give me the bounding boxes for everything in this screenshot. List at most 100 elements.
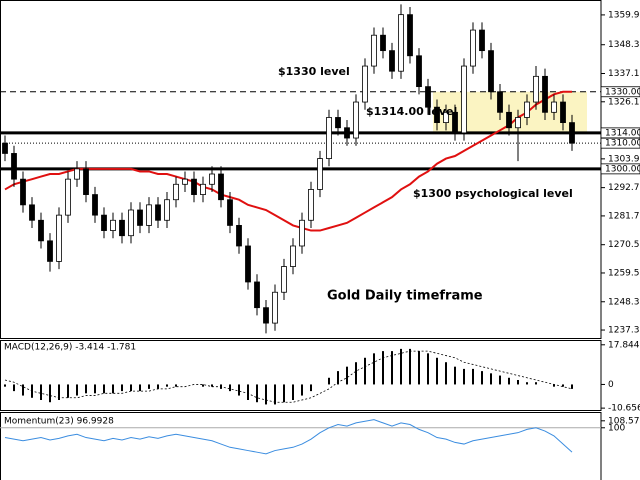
candle-body bbox=[56, 214, 62, 262]
candle-body bbox=[155, 204, 161, 221]
candle-body bbox=[443, 111, 449, 124]
histogram-bar bbox=[13, 384, 15, 392]
histogram-bar bbox=[49, 384, 51, 403]
candle-body bbox=[407, 14, 413, 57]
histogram-bar bbox=[454, 366, 456, 385]
histogram-bar bbox=[553, 384, 555, 387]
candle-body bbox=[236, 225, 242, 247]
candle-body bbox=[344, 127, 350, 139]
histogram-bar bbox=[382, 351, 384, 385]
candle-body bbox=[362, 65, 368, 103]
panel-frame bbox=[0, 412, 602, 480]
candle-body bbox=[11, 153, 17, 180]
level-label-box bbox=[600, 86, 640, 98]
panel-frame bbox=[0, 340, 602, 411]
histogram-bar bbox=[562, 384, 564, 387]
annotation: $1314.00 level bbox=[366, 105, 457, 118]
y-tick-label: 1259.50 bbox=[608, 268, 640, 278]
y-tick-label: 1237.30 bbox=[608, 326, 640, 336]
level-label: 1330.00 bbox=[605, 87, 640, 97]
candle-body bbox=[2, 142, 8, 154]
histogram-bar bbox=[337, 371, 339, 385]
histogram-bar bbox=[166, 384, 168, 387]
candle-body bbox=[263, 307, 269, 324]
histogram-bar bbox=[67, 384, 69, 398]
histogram-bar bbox=[526, 382, 528, 385]
y-tick-label: 1348.30 bbox=[608, 40, 640, 50]
histogram-bar bbox=[103, 384, 105, 394]
candle-body bbox=[326, 117, 332, 159]
candle-body bbox=[299, 219, 305, 247]
histogram-bar bbox=[328, 377, 330, 385]
histogram-bar bbox=[283, 384, 285, 403]
candle-body bbox=[389, 50, 395, 72]
y-tick-label: 0 bbox=[608, 380, 614, 390]
candle-body bbox=[488, 50, 494, 93]
candle-body bbox=[515, 117, 521, 129]
histogram-bar bbox=[445, 362, 447, 385]
histogram-bar bbox=[265, 384, 267, 405]
histogram-bar bbox=[346, 366, 348, 385]
candle-body bbox=[551, 101, 557, 113]
candle-body bbox=[173, 183, 179, 201]
candle-body bbox=[38, 219, 44, 242]
candle-body bbox=[92, 194, 98, 216]
level-label-box bbox=[600, 137, 640, 149]
candle-body bbox=[191, 178, 197, 195]
histogram-bar bbox=[310, 384, 312, 392]
histogram-bar bbox=[472, 368, 474, 385]
histogram-bar bbox=[463, 368, 465, 385]
histogram-bar bbox=[4, 384, 6, 387]
histogram-bar bbox=[148, 384, 150, 389]
histogram-bar bbox=[76, 384, 78, 396]
histogram-bar bbox=[247, 384, 249, 400]
level-label: 1314.00 bbox=[605, 128, 640, 138]
candle-body bbox=[245, 245, 251, 283]
candle-body bbox=[542, 75, 548, 113]
level-label: 1310.00 bbox=[605, 139, 640, 149]
annotation: $1330 level bbox=[278, 65, 350, 78]
histogram-bar bbox=[355, 362, 357, 385]
histogram-bar bbox=[499, 375, 501, 385]
histogram-bar bbox=[175, 384, 177, 387]
panel-title: MACD(12,26,9) -3.414 -1.781 bbox=[4, 343, 136, 353]
histogram-bar bbox=[427, 353, 429, 385]
candle-body bbox=[65, 178, 71, 216]
histogram-bar bbox=[157, 384, 159, 389]
candle-body bbox=[353, 101, 359, 139]
candle-body bbox=[452, 111, 458, 134]
y-tick-label: 1248.30 bbox=[608, 297, 640, 307]
y-tick-label: 1303.90 bbox=[608, 154, 640, 164]
histogram-bar bbox=[301, 384, 303, 396]
histogram-bar bbox=[139, 384, 141, 392]
y-tick-label: 1337.10 bbox=[608, 69, 640, 79]
histogram-bar bbox=[517, 380, 519, 385]
level-label-box bbox=[600, 163, 640, 175]
y-tick-label: 1270.50 bbox=[608, 240, 640, 250]
candle-body bbox=[272, 291, 278, 324]
histogram-bar bbox=[229, 384, 231, 392]
y-tick-label: -10.656 bbox=[608, 404, 640, 414]
candle-body bbox=[317, 158, 323, 190]
candle-body bbox=[506, 111, 512, 129]
candle-body bbox=[560, 101, 566, 124]
candle-body bbox=[83, 168, 89, 195]
candle-body bbox=[227, 199, 233, 226]
candle-body bbox=[380, 34, 386, 52]
y-tick-label: 108.5773 bbox=[608, 416, 640, 426]
candle-body bbox=[398, 14, 404, 72]
histogram-bar bbox=[571, 384, 573, 389]
candle-body bbox=[29, 204, 35, 221]
annotation: Gold Daily timeframe bbox=[327, 289, 483, 304]
candle-body bbox=[434, 106, 440, 124]
y-tick-label: 100 bbox=[608, 423, 625, 433]
histogram-bar bbox=[391, 351, 393, 385]
histogram-bar bbox=[292, 384, 294, 400]
histogram-bar bbox=[22, 384, 24, 396]
panel-title: Momentum(23) 96.9928 bbox=[4, 417, 114, 427]
histogram-bar bbox=[508, 377, 510, 385]
y-tick-label: 1359.90 bbox=[608, 10, 640, 20]
momentum-line bbox=[4, 419, 573, 455]
histogram-bar bbox=[274, 384, 276, 405]
histogram-bar bbox=[112, 384, 114, 394]
